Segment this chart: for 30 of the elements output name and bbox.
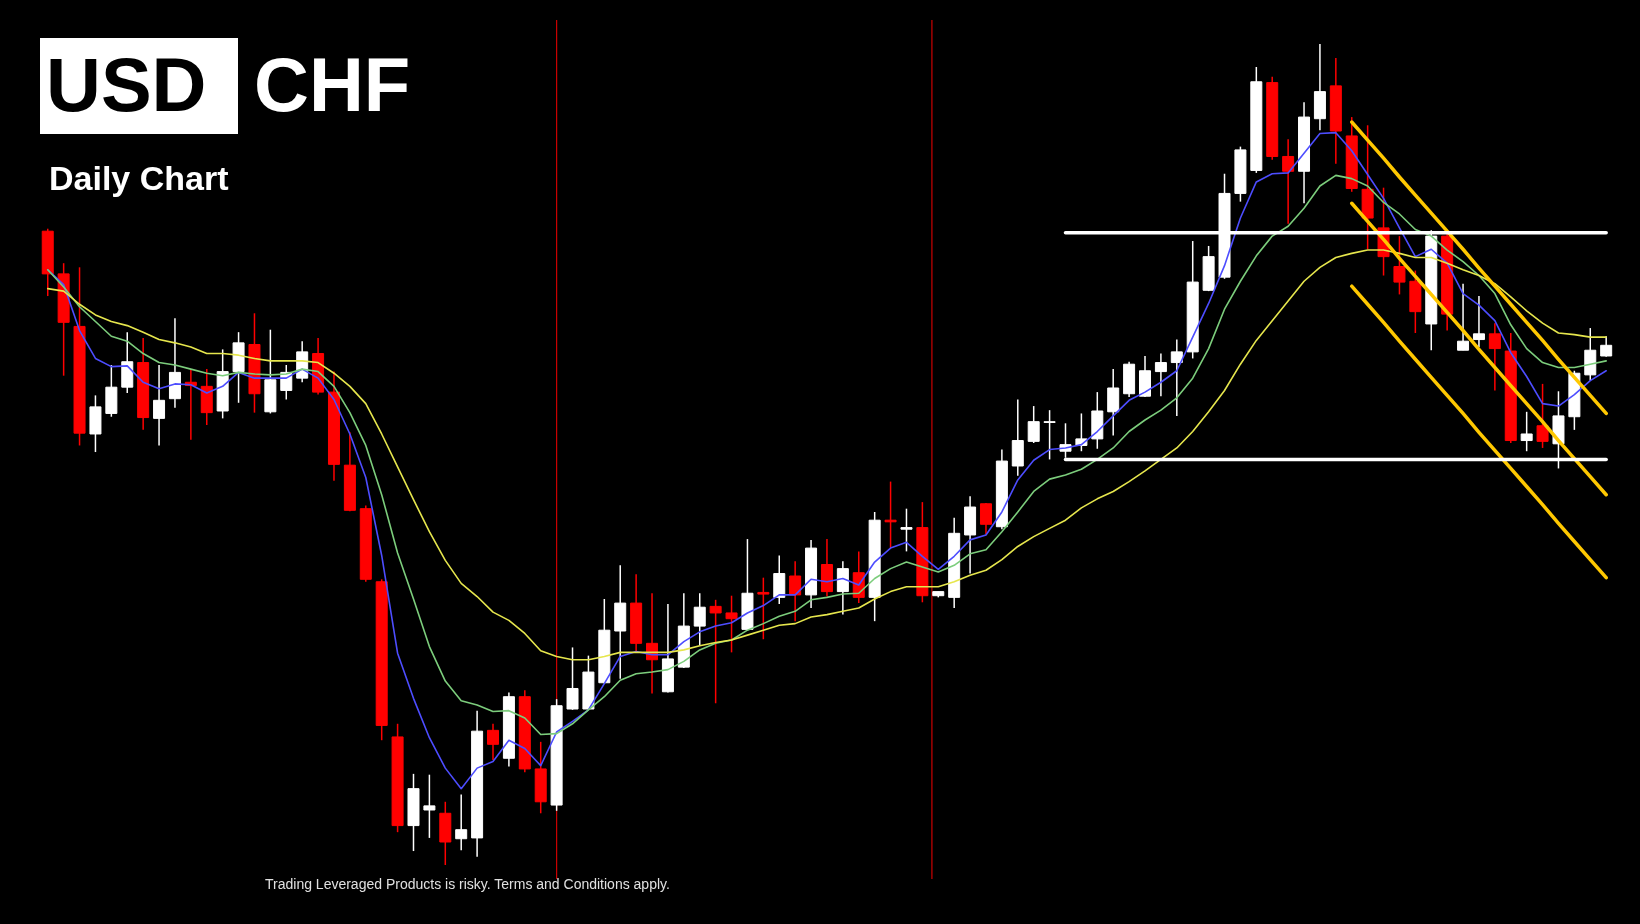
candlestick: [1282, 138, 1295, 225]
candlestick: [455, 793, 468, 851]
candlestick: [1170, 338, 1183, 417]
candlestick: [1536, 383, 1549, 449]
candlestick: [487, 723, 500, 761]
candlestick: [900, 507, 913, 553]
candlestick: [566, 646, 579, 711]
candlestick: [725, 594, 738, 654]
candlestick: [1488, 322, 1501, 392]
candlestick: [1457, 282, 1470, 351]
text: Daily Chart: [49, 159, 229, 197]
candlestick: [979, 502, 992, 535]
candlestick: [1027, 405, 1040, 444]
candlestick: [693, 592, 706, 646]
candlestick: [1520, 411, 1533, 452]
text: Trading Leveraged Products is risky. Terms and Conditions apply.: [265, 876, 670, 892]
candlestick: [773, 554, 786, 605]
candlestick: [1393, 235, 1406, 296]
candlestick: [836, 560, 849, 616]
candlestick: [423, 773, 436, 839]
candlestick: [1043, 409, 1056, 461]
candlestick: [1600, 335, 1613, 358]
candlestick: [153, 364, 166, 447]
candlestick: [1472, 295, 1485, 348]
chart-title: USD CHF: [46, 42, 411, 127]
candlestick: [757, 576, 770, 640]
candlestick: [1107, 368, 1120, 437]
candlestick: [709, 599, 722, 705]
candlestick: [1154, 352, 1167, 397]
candlestick: [789, 560, 802, 622]
